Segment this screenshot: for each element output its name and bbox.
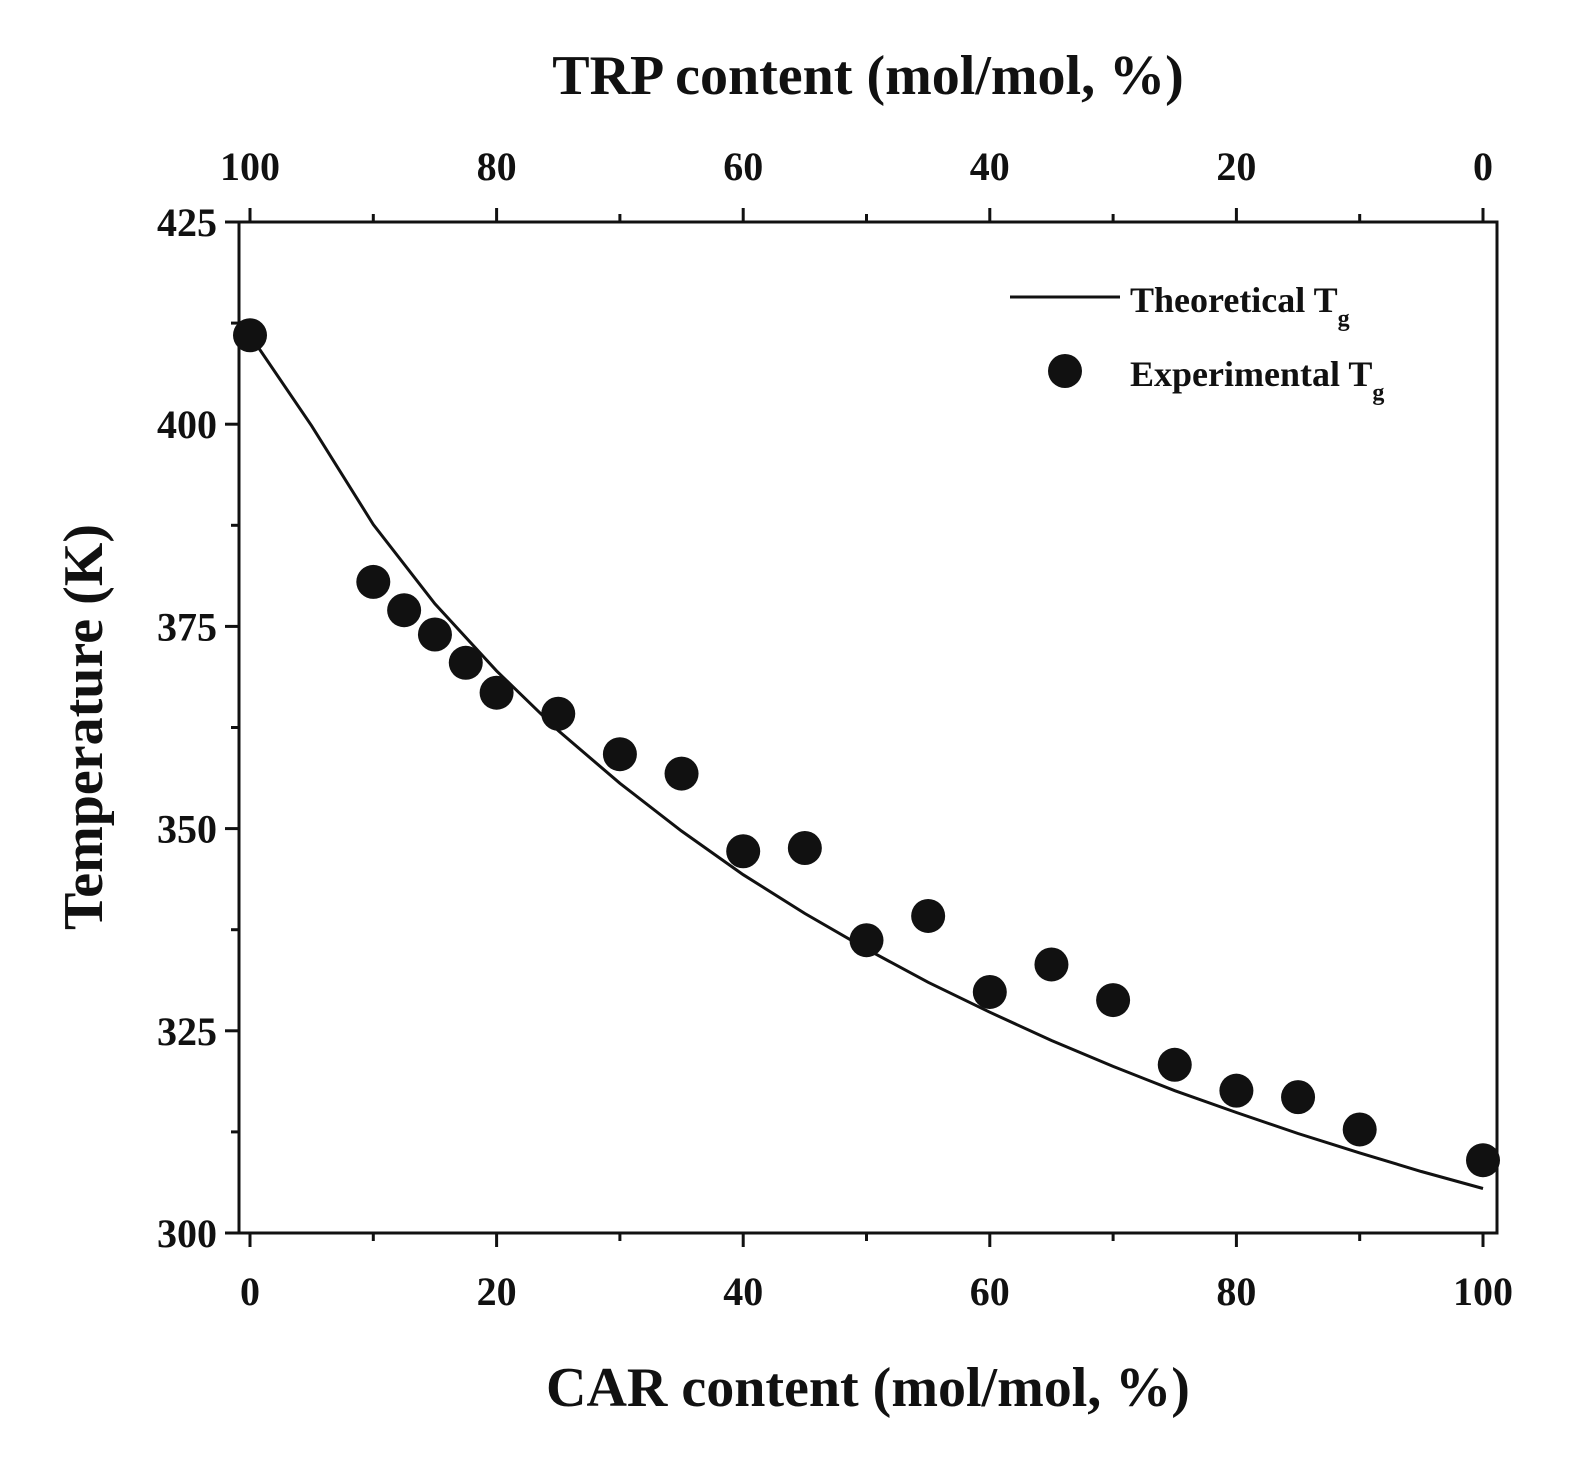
y-tick-label: 350 <box>157 807 217 852</box>
experimental-point <box>479 675 514 710</box>
experimental-point <box>1157 1047 1192 1082</box>
experimental-point <box>849 923 884 958</box>
top-tick-label: 20 <box>1216 144 1256 189</box>
experimental-point <box>911 898 946 933</box>
x-tick-label: 0 <box>240 1269 260 1314</box>
experimental-point <box>726 834 761 869</box>
top-axis: 100 80 60 40 20 0 <box>220 144 1493 222</box>
top-tick-label: 40 <box>970 144 1010 189</box>
experimental-point <box>448 645 483 680</box>
left-axis: 300 325 350 375 400 425 <box>157 200 239 1256</box>
experimental-point <box>356 564 391 599</box>
experimental-point <box>1342 1112 1377 1147</box>
x-axis-title: CAR content (mol/mol, %) <box>546 1357 1190 1419</box>
y-tick-label: 300 <box>157 1211 217 1256</box>
legend: Theoretical Tg Experimental Tg <box>1010 280 1384 406</box>
y-tick-label: 400 <box>157 402 217 447</box>
top-tick-label: 100 <box>220 144 280 189</box>
top-axis-title: TRP content (mol/mol, %) <box>552 45 1183 107</box>
bottom-axis: 0 20 40 60 80 100 <box>240 1233 1513 1314</box>
top-tick-label: 60 <box>723 144 763 189</box>
x-tick-label: 100 <box>1453 1269 1513 1314</box>
experimental-point <box>387 593 422 628</box>
legend-label-theoretical: Theoretical Tg <box>1130 280 1350 332</box>
legend-point-swatch <box>1048 354 1082 388</box>
experimental-point <box>602 737 637 772</box>
y-tick-label: 325 <box>157 1009 217 1054</box>
x-tick-label: 80 <box>1216 1269 1256 1314</box>
experimental-point <box>541 696 576 731</box>
y-tick-label: 425 <box>157 200 217 245</box>
top-tick-label: 80 <box>477 144 517 189</box>
x-tick-label: 60 <box>970 1269 1010 1314</box>
experimental-point <box>1034 947 1069 982</box>
y-tick-label: 375 <box>157 604 217 649</box>
y-axis-title: Temperature (K) <box>53 524 115 930</box>
experimental-point <box>787 831 822 866</box>
x-tick-label: 40 <box>723 1269 763 1314</box>
experimental-point <box>1466 1143 1500 1178</box>
experimental-point <box>1219 1073 1254 1108</box>
x-tick-label: 20 <box>477 1269 517 1314</box>
experimental-point <box>972 974 1007 1009</box>
experimental-point <box>233 318 267 353</box>
experimental-point <box>1281 1080 1316 1115</box>
top-tick-label: 0 <box>1473 144 1493 189</box>
experimental-point <box>417 617 452 652</box>
experimental-point <box>664 756 699 791</box>
experimental-tg-points <box>233 318 1500 1178</box>
experimental-point <box>1096 983 1131 1018</box>
legend-label-experimental: Experimental Tg <box>1130 354 1384 406</box>
